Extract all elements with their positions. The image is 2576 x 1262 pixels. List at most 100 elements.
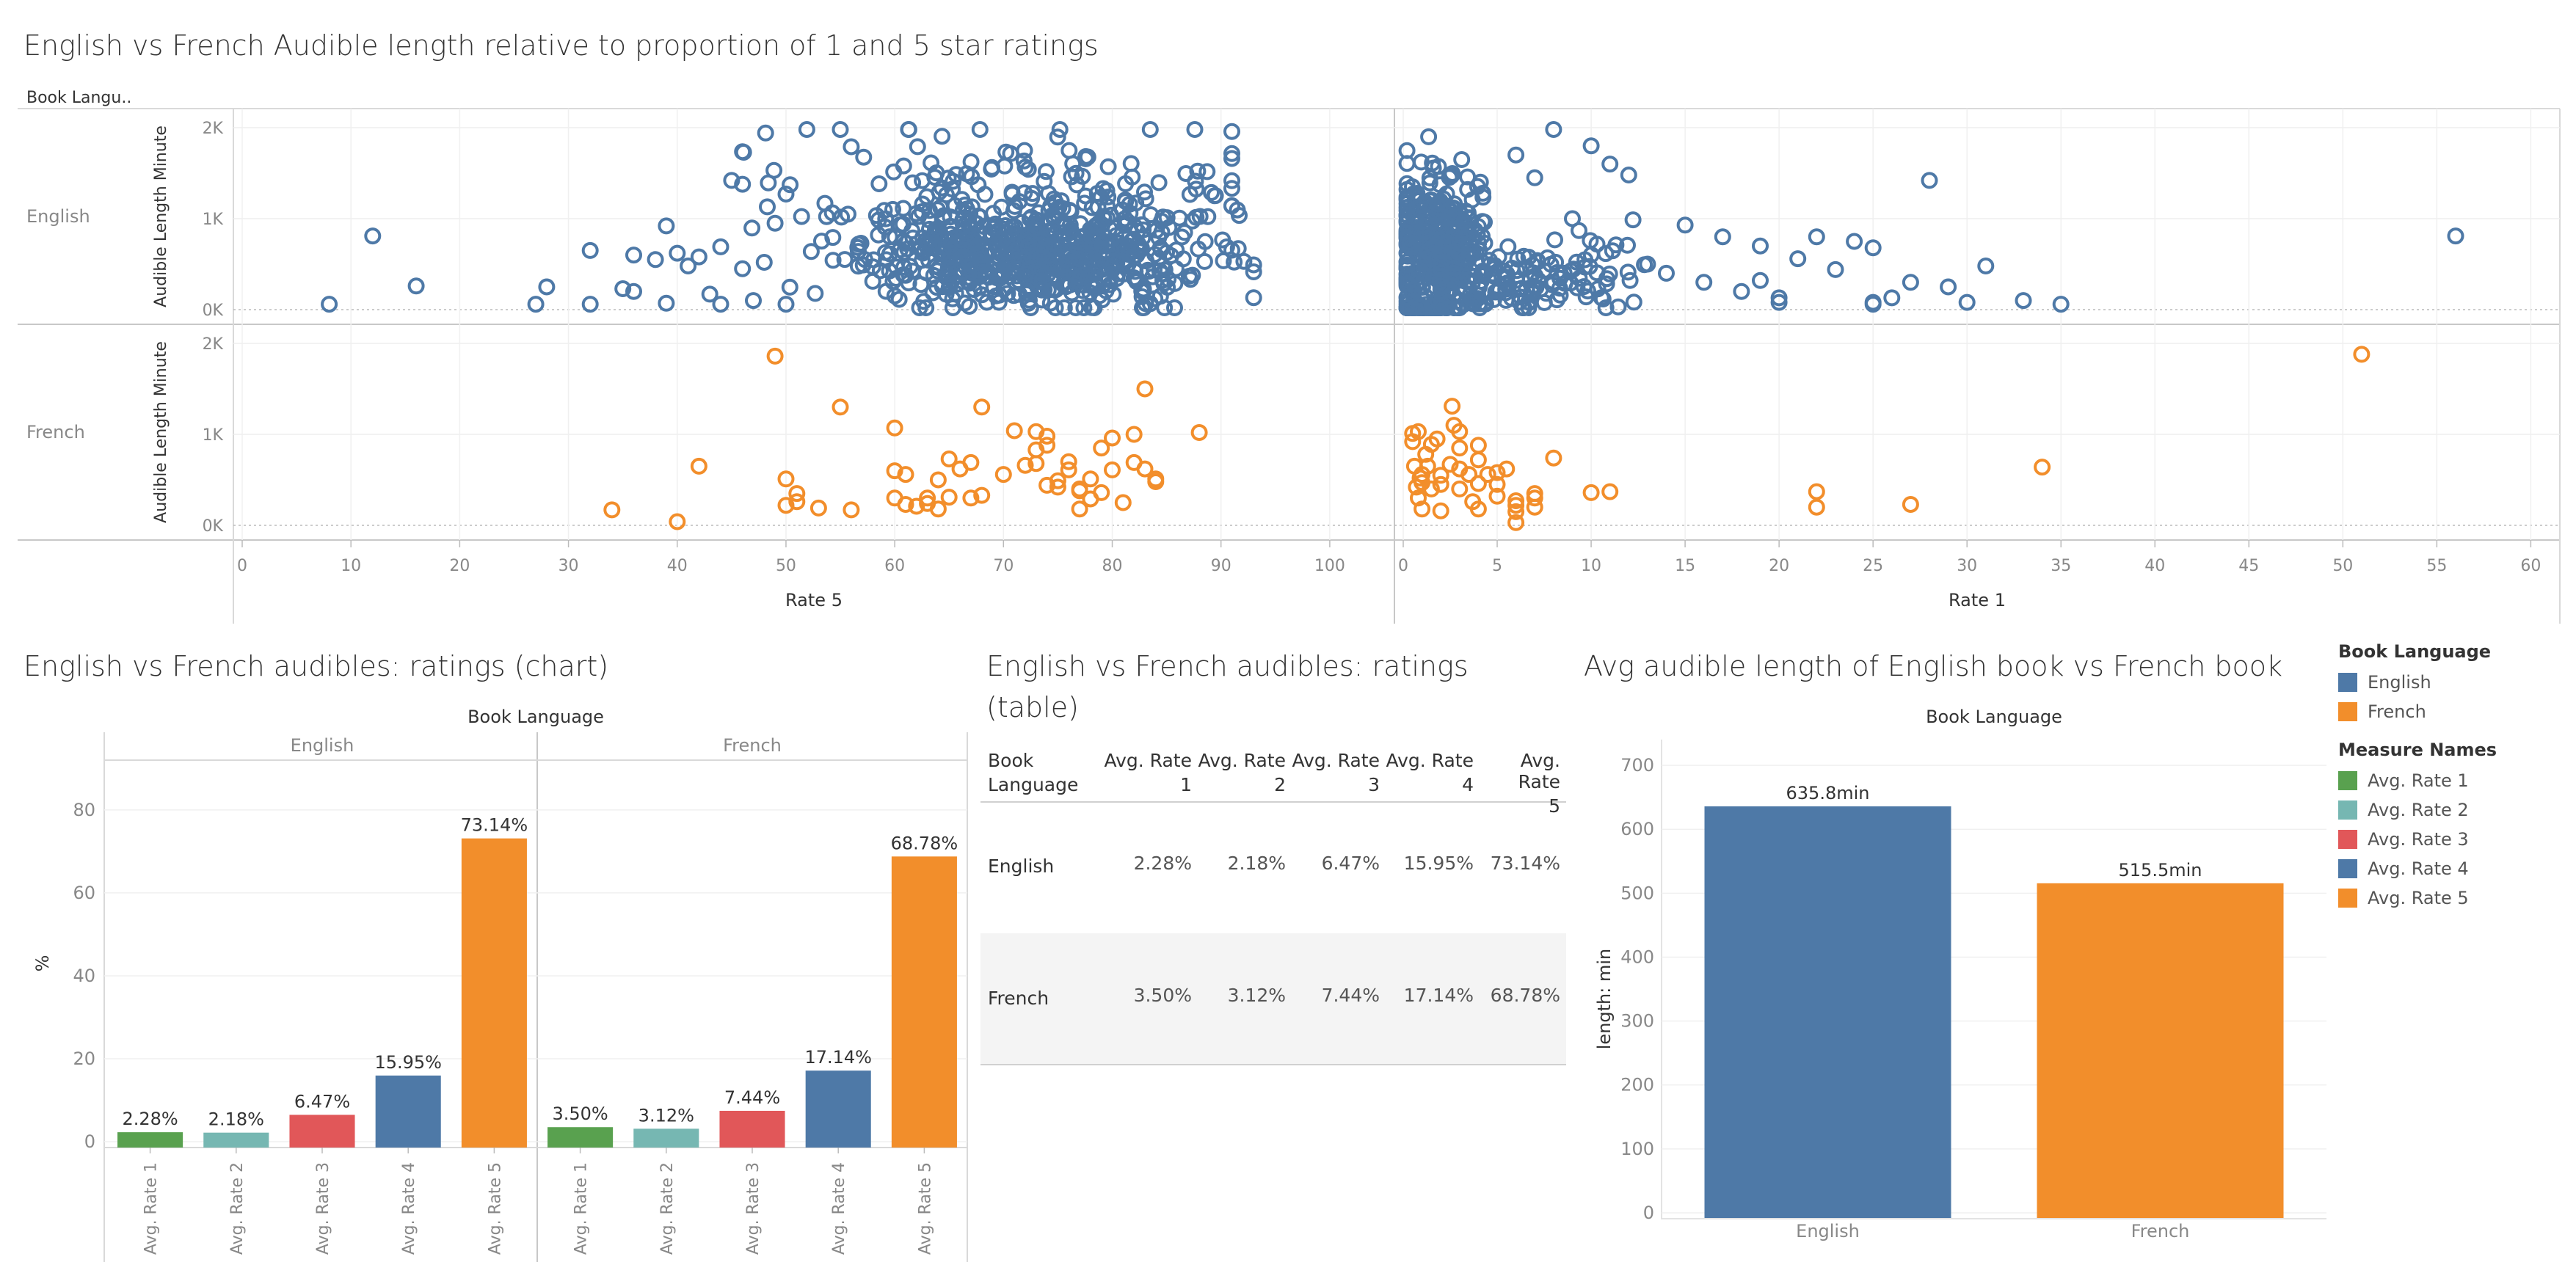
scatter-point <box>1493 269 1511 286</box>
scatter-point <box>1060 461 1077 478</box>
scatter-point <box>1624 211 1642 229</box>
scatter-point <box>1067 164 1085 182</box>
scatter-point <box>1441 456 1459 473</box>
scatter-point <box>978 293 996 311</box>
scatter-point <box>886 419 903 437</box>
scatter-point <box>920 252 937 269</box>
legend-item-rate5[interactable]: Avg. Rate 5 <box>2338 883 2558 913</box>
scatter-point <box>1068 176 1085 194</box>
scatter-series-english_rate1 <box>1398 121 2464 316</box>
scatter-point <box>1598 270 1615 288</box>
x-tick-label: 40 <box>667 557 688 575</box>
table-row-label: French <box>988 988 1049 1009</box>
scatter-point <box>1156 299 1174 316</box>
bar-french-rate3 <box>719 1110 785 1148</box>
scatter-point <box>973 398 991 416</box>
scatter-point <box>1082 221 1099 238</box>
scatter-point <box>1902 496 1919 513</box>
avg-x-tick-label: English <box>1796 1221 1860 1241</box>
bar-data-label: 2.28% <box>122 1109 178 1129</box>
scatter-point <box>923 154 940 172</box>
x-tick-label: 100 <box>1314 557 1345 575</box>
scatter-point <box>1432 475 1449 493</box>
scatter-point <box>1223 172 1240 189</box>
bar-english-rate5 <box>461 838 527 1148</box>
scatter-point <box>1469 475 1487 492</box>
scatter-point <box>887 229 904 246</box>
scatter-point <box>1214 231 1231 249</box>
legend-item-rate2[interactable]: Avg. Rate 2 <box>2338 795 2558 825</box>
scatter-point <box>2034 459 2051 476</box>
scatter-point <box>1432 222 1449 240</box>
scatter-point <box>953 231 970 249</box>
scatter-point <box>870 175 888 192</box>
row-label-french: French <box>26 422 85 442</box>
scatter-point <box>1526 169 1543 186</box>
scatter-point <box>1444 165 1461 182</box>
scatter-point <box>2447 227 2464 245</box>
scatter-point <box>1016 456 1034 474</box>
scatter-point <box>1022 299 1039 316</box>
legend-item-english[interactable]: English <box>2338 668 2558 697</box>
scatter-point <box>1036 172 1053 190</box>
scatter-point <box>1071 500 1088 518</box>
table-row: English 2.28% 2.18% 6.47% 15.95% 73.14% <box>980 803 1566 933</box>
scatter-point <box>1636 256 1653 274</box>
scatter-point <box>1864 239 1882 257</box>
bar-x-tick-label: Avg. Rate 5 <box>486 1162 504 1255</box>
scatter-point <box>1125 426 1143 443</box>
avg-y-tick-label: 600 <box>1620 819 1654 839</box>
legend-label: Avg. Rate 5 <box>2368 888 2469 908</box>
legend-item-rate3[interactable]: Avg. Rate 3 <box>2338 825 2558 854</box>
scatter-point <box>1902 274 1919 291</box>
scatter-point <box>908 497 925 515</box>
table-header-rate2: Avg. Rate 2 <box>1198 750 1286 795</box>
avg-y-axis-title: length: min <box>1594 949 1615 1049</box>
scatter-point <box>1469 451 1487 469</box>
table-cell: 6.47% <box>1321 853 1380 874</box>
scatter-point <box>1127 194 1145 212</box>
scatter-point <box>1087 263 1104 280</box>
scatter-point <box>1498 460 1516 478</box>
scatter-point <box>1444 398 1461 415</box>
scatter-point <box>935 207 953 225</box>
legend-item-rate1[interactable]: Avg. Rate 1 <box>2338 766 2558 795</box>
scatter-point <box>1033 272 1051 290</box>
scatter-point <box>961 274 978 292</box>
scatter-point <box>1451 423 1469 440</box>
scatter-point <box>1479 466 1496 484</box>
scatter-point <box>1460 271 1478 289</box>
scatter-point <box>972 208 989 226</box>
scatter-point <box>364 227 382 245</box>
scatter-point <box>934 128 951 145</box>
scatter-point <box>1546 231 1563 249</box>
legend-swatch <box>2338 859 2357 878</box>
bar-english-rate2 <box>203 1132 269 1148</box>
scatter-point <box>1133 216 1150 233</box>
scatter-point <box>983 161 1000 178</box>
bar-chart-title: English vs French audibles: ratings (cha… <box>23 650 609 682</box>
scatter-point <box>1045 190 1063 208</box>
scatter-point <box>885 163 903 180</box>
scatter-point <box>1526 485 1543 503</box>
bar-x-tick-label: Avg. Rate 5 <box>916 1162 934 1255</box>
scatter-point <box>836 251 854 269</box>
y-axis-title: Audible Length Minute <box>152 125 170 307</box>
table-cell: 2.28% <box>1133 853 1192 874</box>
scatter-point <box>1404 284 1421 302</box>
legend-swatch <box>2338 702 2357 721</box>
scatter-point <box>1036 281 1053 299</box>
table-cell: 68.78% <box>1490 985 1560 1006</box>
scatter-point <box>1398 206 1416 224</box>
scatter-point <box>1418 250 1435 268</box>
legend-item-french[interactable]: French <box>2338 697 2558 726</box>
bar-x-tick-label: Avg. Rate 1 <box>572 1162 591 1255</box>
legend-item-rate4[interactable]: Avg. Rate 4 <box>2338 854 2558 883</box>
scatter-point <box>1432 502 1449 519</box>
scatter-point <box>897 466 914 484</box>
scatter-point <box>945 172 962 190</box>
scatter-point <box>1094 291 1111 309</box>
scatter-point <box>1432 299 1449 316</box>
x-tick-label: 40 <box>2144 557 2165 575</box>
x-tick-label: 30 <box>559 557 579 575</box>
